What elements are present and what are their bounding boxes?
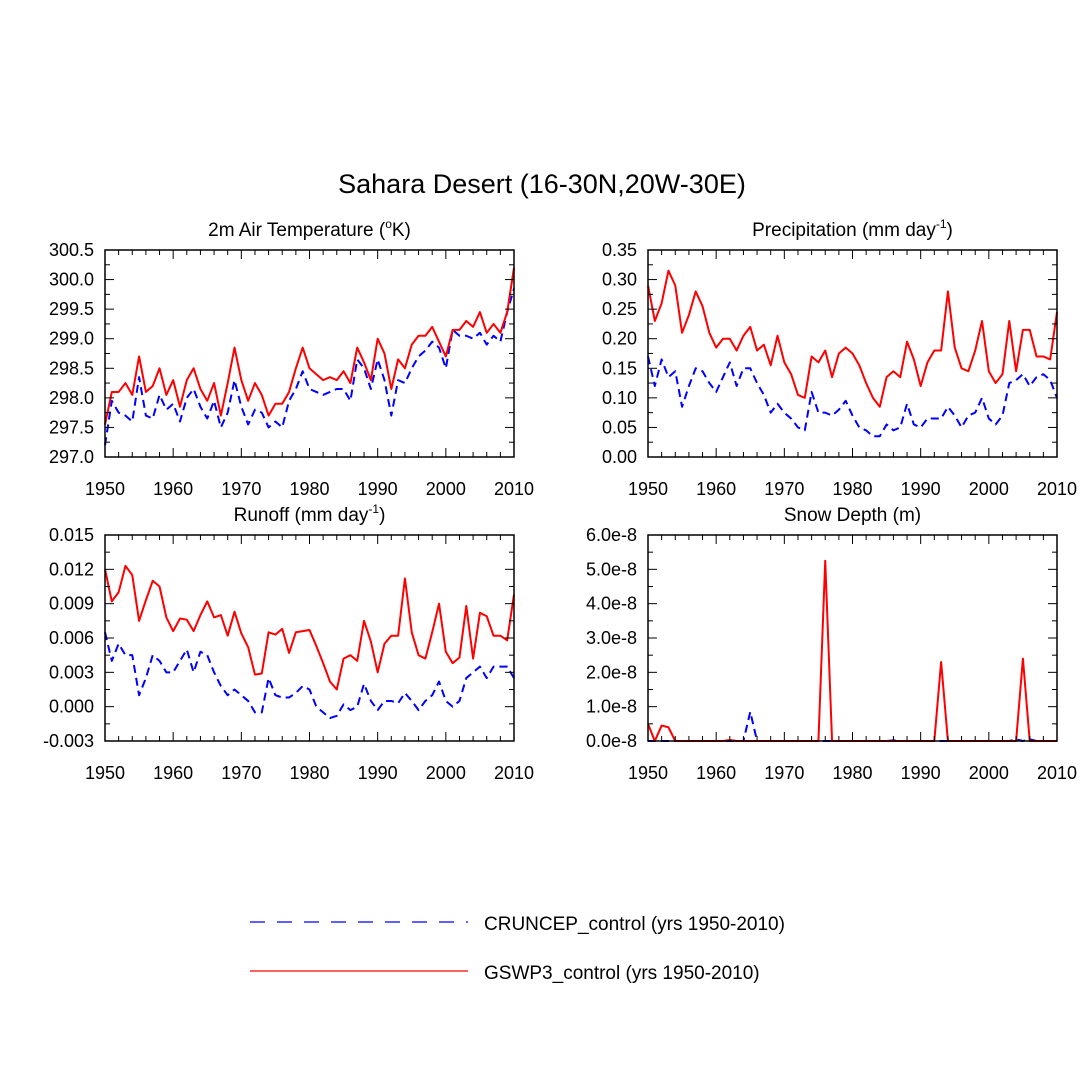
runoff-xtick-label: 2000: [426, 763, 466, 783]
panels: 1950 1960 1970 1980 1990 2000 2010 297.0 297.5 29…: [43, 217, 1077, 783]
legend-label-cruncep: CRUNCEP_control (yrs 1950-2010): [484, 914, 785, 935]
air-temperature-xtick-label: 1950: [85, 479, 125, 499]
snow-depth-series-gswp3: [647, 559, 1057, 742]
air-temperature-series-gswp3: [104, 267, 515, 425]
runoff-xtick-label: 1990: [358, 763, 398, 783]
snow-depth-ytick-label: 4.0e-8: [586, 594, 637, 614]
precipitation-xtick-label: 1990: [901, 479, 941, 499]
air-temperature-xtick-label: 1970: [221, 479, 261, 499]
air-temperature-title-sup: o: [385, 217, 392, 231]
precipitation-xtick-label: 1950: [628, 479, 668, 499]
air-temperature-xtick-label: 2010: [494, 479, 534, 499]
air-temperature-title-main: 2m Air Temperature (: [208, 220, 386, 241]
snow-depth-xtick-label: 1960: [696, 763, 736, 783]
precipitation-ytick-label: 0.05: [602, 417, 637, 437]
precipitation-ytick-label: 0.00: [602, 447, 637, 467]
runoff-xtick-label: 1980: [289, 763, 329, 783]
precipitation-ytick-label: 0.35: [602, 240, 637, 260]
precipitation-series-gswp3: [647, 269, 1058, 408]
runoff-xtick-label: 1960: [153, 763, 193, 783]
snow-depth-ytick-label: 5.0e-8: [586, 559, 637, 579]
panel-air-temperature: 1950 1960 1970 1980 1990 2000 2010 297.0 297.5 29…: [49, 217, 534, 499]
air-temperature-ytick-label: 300.5: [49, 240, 94, 260]
precipitation-ytick-label: 0.20: [602, 329, 637, 349]
precipitation-title-end: ): [947, 220, 953, 241]
legend: CRUNCEP_control (yrs 1950-2010) GSWP3_co…: [250, 914, 785, 984]
runoff-series-cruncep: [104, 632, 515, 720]
precipitation-ytick-label: 0.15: [602, 358, 637, 378]
precipitation-xtick-label: 1970: [764, 479, 804, 499]
air-temperature-ytick-label: 298.0: [49, 388, 94, 408]
panel-precipitation: 1950 1960 1970 1980 1990 2000 2010 0.00 0.05 0.10…: [602, 217, 1077, 499]
snow-depth-xtick-label: 1990: [901, 763, 941, 783]
runoff-ytick-label: 0.006: [49, 628, 94, 648]
air-temperature-frame: [104, 249, 515, 458]
snow-depth-title: Snow Depth (m): [784, 505, 921, 526]
legend-label-gswp3: GSWP3_control (yrs 1950-2010): [484, 963, 760, 984]
runoff-ytick-label: 0.009: [49, 594, 94, 614]
runoff-frame: [104, 534, 515, 742]
air-temperature-xtick-label: 1980: [289, 479, 329, 499]
runoff-series-gswp3: [104, 564, 515, 691]
snow-depth-xtick-label: 2010: [1037, 763, 1077, 783]
air-temperature-xtick-label: 1960: [153, 479, 193, 499]
air-temperature-title-end: K): [392, 220, 411, 241]
panel-snow-depth: 1950 1960 1970 1980 1990 2000 2010 0.0e-8 1.0e-8…: [586, 505, 1077, 783]
precipitation-title-main: Precipitation (mm day: [752, 220, 936, 241]
precipitation-series-cruncep: [647, 356, 1058, 438]
snow-depth-title-main: Snow Depth (m): [784, 505, 921, 526]
precipitation-title: Precipitation (mm day-1): [752, 217, 953, 241]
air-temperature-ytick-label: 297.0: [49, 447, 94, 467]
runoff-title-end: ): [379, 505, 385, 526]
precipitation-ytick-label: 0.25: [602, 299, 637, 319]
precipitation-xtick-label: 1960: [696, 479, 736, 499]
runoff-title-sup: -1: [368, 502, 379, 516]
runoff-ytick-label: 0.015: [49, 525, 94, 545]
runoff-xtick-label: 2010: [494, 763, 534, 783]
snow-depth-ytick-label: 6.0e-8: [586, 525, 637, 545]
air-temperature-ytick-label: 297.5: [49, 417, 94, 437]
snow-depth-ytick-label: 1.0e-8: [586, 697, 637, 717]
air-temperature-xtick-label: 2000: [426, 479, 466, 499]
runoff-title-main: Runoff (mm day: [234, 505, 369, 526]
precipitation-ytick-label: 0.30: [602, 270, 637, 290]
air-temperature-ytick-label: 298.5: [49, 358, 94, 378]
snow-depth-frame: [647, 534, 1058, 742]
air-temperature-ytick-label: 299.0: [49, 329, 94, 349]
air-temperature-xtick-label: 1990: [358, 479, 398, 499]
precipitation-xtick-label: 2010: [1037, 479, 1077, 499]
runoff-title: Runoff (mm day-1): [234, 502, 386, 526]
air-temperature-ytick-label: 299.5: [49, 299, 94, 319]
runoff-xtick-label: 1950: [85, 763, 125, 783]
runoff-ytick-label: -0.003: [43, 731, 94, 751]
precipitation-ytick-label: 0.10: [602, 388, 637, 408]
precipitation-xtick-label: 2000: [969, 479, 1009, 499]
air-temperature-title: 2m Air Temperature (oK): [208, 217, 411, 241]
panel-runoff: 1950 1960 1970 1980 1990 2000 2010 -0.003 0.000 0…: [43, 502, 534, 783]
snow-depth-ytick-label: 3.0e-8: [586, 628, 637, 648]
snow-depth-xtick-label: 1950: [628, 763, 668, 783]
runoff-ytick-label: 0.012: [49, 559, 94, 579]
figure-title: Sahara Desert (16-30N,20W-30E): [338, 169, 746, 199]
snow-depth-ytick-label: 2.0e-8: [586, 662, 637, 682]
snow-depth-ytick-label: 0.0e-8: [586, 731, 637, 751]
runoff-ytick-label: 0.003: [49, 662, 94, 682]
precipitation-title-sup: -1: [936, 217, 947, 231]
precipitation-xtick-label: 1980: [832, 479, 872, 499]
snow-depth-xtick-label: 1980: [832, 763, 872, 783]
runoff-ytick-label: 0.000: [49, 697, 94, 717]
snow-depth-xtick-label: 2000: [969, 763, 1009, 783]
snow-depth-xtick-label: 1970: [764, 763, 804, 783]
runoff-xtick-label: 1970: [221, 763, 261, 783]
air-temperature-ytick-label: 300.0: [49, 270, 94, 290]
